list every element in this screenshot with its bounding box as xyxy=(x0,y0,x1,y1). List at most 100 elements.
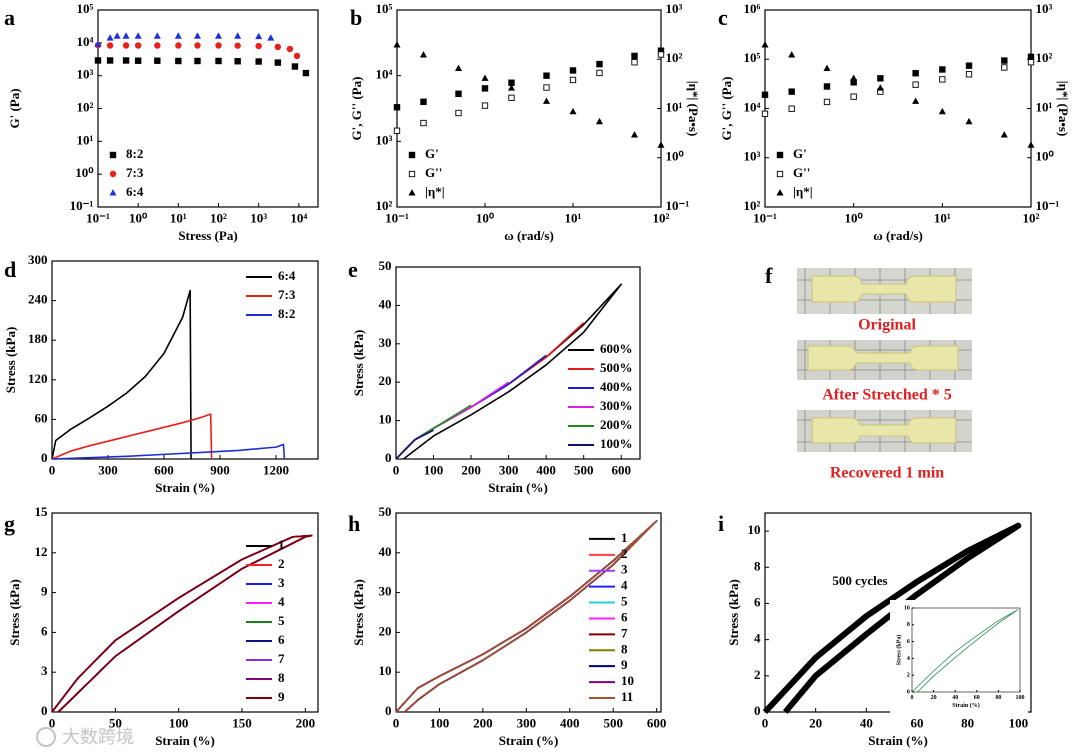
marker xyxy=(255,58,262,65)
marker xyxy=(595,117,604,125)
y-tick-label: 300 xyxy=(28,252,48,267)
marker xyxy=(508,94,515,101)
marker xyxy=(420,98,427,105)
photo xyxy=(797,268,972,314)
series-line xyxy=(762,522,1022,715)
marker xyxy=(912,70,919,77)
legend-symbol xyxy=(776,151,784,159)
marker xyxy=(234,42,241,49)
marker xyxy=(291,63,299,70)
marker xyxy=(788,51,796,58)
y-tick-label: 60 xyxy=(34,410,47,425)
y2-tick-label: 10¹ xyxy=(1036,99,1053,114)
y-tick-label: 120 xyxy=(28,371,48,386)
legend-label: 10 xyxy=(621,673,634,688)
marker xyxy=(255,42,262,50)
x-axis-label: Strain (%) xyxy=(155,480,215,495)
panel-letter: g xyxy=(4,511,15,536)
y2-tick-label: 10³ xyxy=(666,1,683,16)
y-tick-label: 15 xyxy=(34,504,48,519)
marker xyxy=(234,58,241,65)
marker xyxy=(823,83,831,90)
marker xyxy=(776,170,784,178)
legend-label: 300% xyxy=(600,398,633,413)
x-axis-label: ω (rad/s) xyxy=(504,228,554,243)
y-tick-label: 6 xyxy=(41,623,48,638)
marker xyxy=(788,88,795,95)
legend-label: 2 xyxy=(621,546,628,561)
marker xyxy=(776,189,784,196)
x-tick-label: 40 xyxy=(952,695,958,701)
y-axis-label: G' (Pa) xyxy=(7,88,22,128)
y-tick-label: 240 xyxy=(28,292,48,307)
marker xyxy=(630,131,639,138)
chart-panel: b 10⁻¹ 10⁰ 10¹ 10² 10² 10³ 10⁴ 10⁵ 10⁻¹ 10⁰ 10¹ 10² 1… xyxy=(349,1,701,243)
x-tick-label: 10⁻¹ xyxy=(86,210,110,225)
marker xyxy=(194,57,201,65)
series-line xyxy=(51,443,286,460)
series-line xyxy=(51,534,313,713)
marker xyxy=(153,32,161,39)
marker xyxy=(393,41,401,48)
watermark: 大数跨境 xyxy=(62,727,134,748)
y-tick-label: 10 xyxy=(378,412,391,427)
marker xyxy=(113,32,121,39)
x-tick-label: 20 xyxy=(809,715,822,730)
chart-panel: c 10⁻¹ 10⁰ 10¹ 10² 10² 10³ 10⁴ 10⁵ 10⁶ 10⁻¹ 10⁰ 10¹ 1… xyxy=(718,1,1071,243)
y-tick-label: 10⁻¹ xyxy=(70,198,94,213)
marker xyxy=(508,79,515,86)
x-axis-label: ω (rad/s) xyxy=(873,228,923,243)
marker xyxy=(106,42,114,49)
y-axis-label: Stress (kPa) xyxy=(726,579,741,646)
x-tick-label: 0 xyxy=(911,695,914,701)
y-tick-label: 0 xyxy=(385,703,392,718)
marker xyxy=(214,32,223,39)
legend-label: 7:3 xyxy=(126,165,144,180)
x-axis-label: Strain (%) xyxy=(868,733,928,748)
marker xyxy=(175,42,182,49)
x-tick-label: 400 xyxy=(560,715,580,730)
x-tick-label: 10² xyxy=(1023,210,1040,225)
marker xyxy=(1001,57,1008,64)
legend-label: G' xyxy=(425,146,439,161)
marker xyxy=(393,127,401,134)
x-tick-label: 600 xyxy=(647,715,667,730)
marker xyxy=(850,74,858,81)
y-tick-label: 0 xyxy=(385,450,392,465)
marker xyxy=(631,52,638,60)
x-tick-label: 10¹ xyxy=(565,210,582,225)
marker xyxy=(94,40,102,47)
legend-label: 400% xyxy=(600,379,633,394)
marker xyxy=(174,32,182,39)
x-tick-label: 10⁰ xyxy=(129,210,148,225)
legend-label: 1 xyxy=(278,537,285,552)
y2-tick-label: 10⁻¹ xyxy=(666,198,690,213)
legend-label: 5 xyxy=(621,594,628,609)
x-tick-label: 0 xyxy=(393,462,400,477)
marker xyxy=(569,107,577,115)
x-tick-label: 0 xyxy=(762,715,769,730)
y2-tick-label: 10⁻¹ xyxy=(1036,198,1060,213)
y-tick-label: 40 xyxy=(378,544,391,559)
marker xyxy=(215,57,222,65)
x-axis-label: Strain (%) xyxy=(952,702,980,709)
x-tick-label: 100 xyxy=(1016,695,1025,701)
marker xyxy=(761,110,769,117)
x-axis-label: Strain (%) xyxy=(499,733,559,748)
marker xyxy=(1027,59,1035,66)
marker xyxy=(631,59,638,66)
marker xyxy=(94,57,102,64)
legend-label: 6:4 xyxy=(126,184,144,199)
x-tick-label: 900 xyxy=(210,462,230,477)
x-tick-label: 600 xyxy=(611,462,631,477)
plot-frame xyxy=(51,260,319,460)
marker xyxy=(122,42,130,49)
y2-tick-label: 10² xyxy=(1036,50,1053,65)
chart-panel: e 0 100 200 300 400 500 600 0 10 20 30 40 50 Strain (%… xyxy=(348,257,641,495)
legend-label: 8:2 xyxy=(126,146,143,161)
x-tick-label: 100 xyxy=(1009,715,1029,730)
x-tick-label: 10¹ xyxy=(934,210,951,225)
y-tick-label: 30 xyxy=(378,584,391,599)
marker xyxy=(455,90,462,97)
marker xyxy=(596,69,603,77)
